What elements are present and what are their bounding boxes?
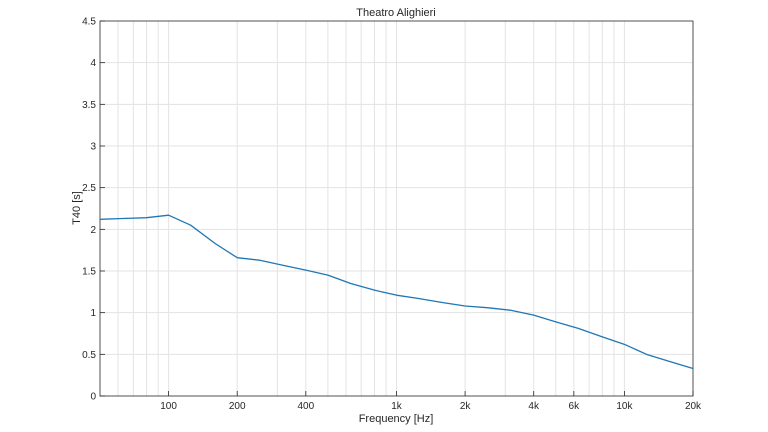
y-tick-label: 3 [90,142,96,153]
tick-marks [100,20,694,397]
y-tick-label: 1 [90,308,96,319]
y-tick-label: 0.5 [82,350,96,361]
x-tick-label: 1k [391,401,403,412]
y-tick-label: 0 [90,392,96,403]
y-tick-labels: 0 0.5 1 1.5 2 2.5 3 3.5 4 4.5 [82,17,96,403]
x-tick-label: 2k [460,401,472,412]
x-tick-labels: 100 200 400 1k 2k 4k 6k 10k 20k [160,401,702,412]
data-series [99,214,694,370]
x-tick-label: 4k [528,401,540,412]
x-tick-label: 200 [229,401,246,412]
y-tick-label: 2.5 [82,183,96,194]
y-tick-label: 4 [90,58,96,69]
series-line [99,214,694,370]
x-tick-label: 20k [685,401,702,412]
x-tick-label: 6k [569,401,581,412]
y-tick-label: 3.5 [82,100,96,111]
x-tick-label: 10k [616,401,633,412]
x-axis-label: Frequency [Hz] [359,413,434,425]
x-tick-label: 400 [297,401,314,412]
y-tick-label: 4.5 [82,17,96,28]
y-tick-label: 2 [90,225,96,236]
chart-title: Theatro Alighieri [356,7,436,19]
grid-lines [100,21,693,396]
x-tick-label: 100 [160,401,177,412]
y-axis-label: T40 [s] [71,191,83,225]
y-tick-label: 1.5 [82,267,96,278]
